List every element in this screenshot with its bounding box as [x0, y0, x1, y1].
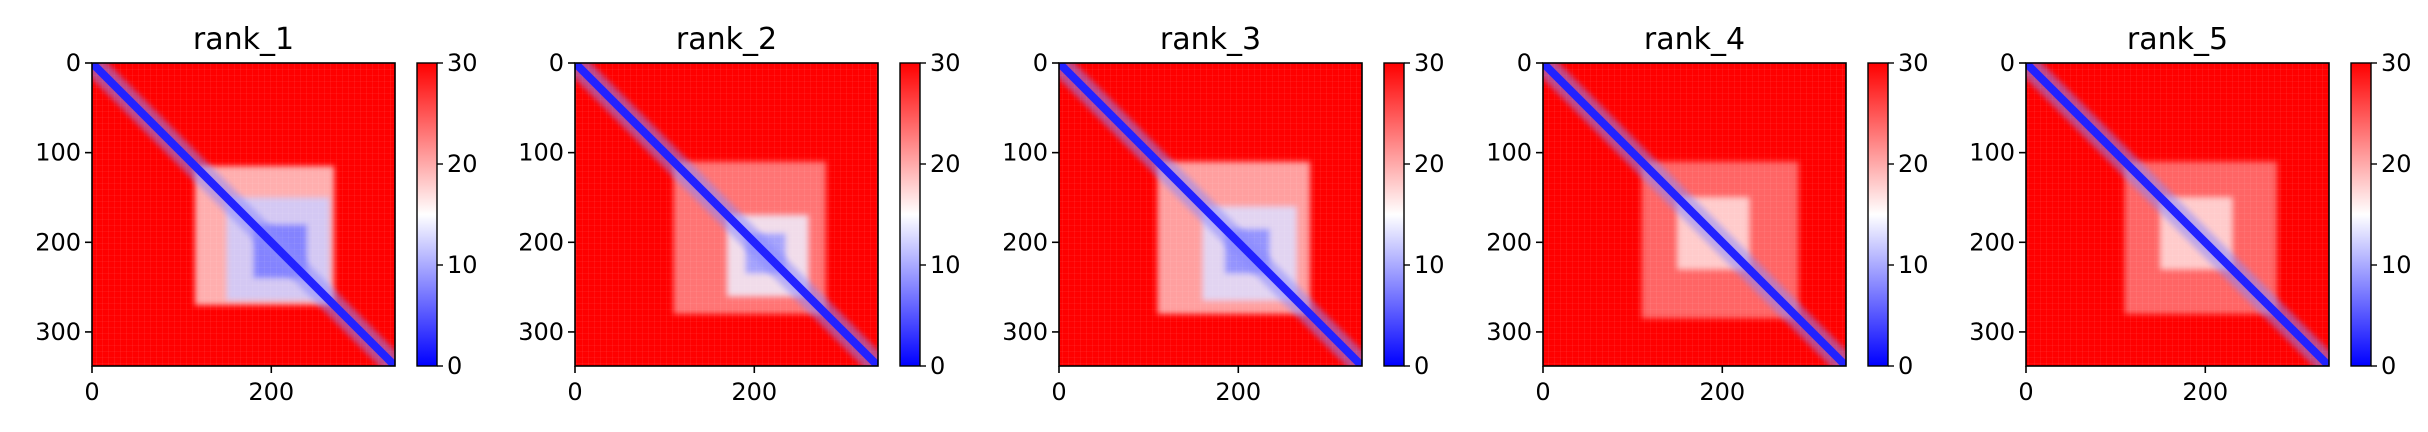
- x-tick-label: 200: [2182, 378, 2228, 406]
- heatmap-cells: [2026, 63, 2329, 366]
- colorbar-tick-label: 20: [930, 150, 961, 178]
- y-tick-label: 200: [1486, 228, 1532, 256]
- panel-title: rank_4: [1644, 22, 1745, 57]
- colorbar: 0 10 20 30: [1867, 49, 1929, 380]
- colorbar-gradient: [1383, 62, 1405, 367]
- colorbar-tick-label: 30: [2381, 49, 2412, 77]
- colorbar-tick-label: 30: [1414, 49, 1445, 77]
- y-tick-label: 0: [1033, 49, 1048, 77]
- x-tick-label: 0: [84, 378, 99, 406]
- x-tick-label: 200: [731, 378, 777, 406]
- heatmap-diagonal: [1543, 63, 1846, 366]
- panel-title: rank_1: [193, 22, 294, 57]
- y-tick-label: 0: [1517, 49, 1532, 77]
- y-tick-label: 100: [1969, 139, 2015, 167]
- y-tick-label: 200: [1002, 228, 1048, 256]
- colorbar-tick-label: 30: [1898, 49, 1929, 77]
- colorbar-gradient: [2350, 62, 2372, 367]
- heatmap-diagonal: [92, 63, 395, 366]
- colorbar-gradient: [899, 62, 921, 367]
- panel-title: rank_5: [2127, 22, 2228, 57]
- colorbar-tick-label: 20: [447, 150, 478, 178]
- colorbar: 0 10 20 30: [2350, 49, 2412, 380]
- x-tick-label: 200: [248, 378, 294, 406]
- colorbar-tick-label: 20: [1898, 150, 1929, 178]
- heatmap-panel-1: rank_1 0 100 200 300 0 200 0 10 20 30: [35, 22, 477, 406]
- axes-frame: [574, 62, 879, 367]
- y-tick-label: 300: [518, 318, 564, 346]
- x-tick-label: 0: [2018, 378, 2033, 406]
- y-tick-label: 100: [1486, 139, 1532, 167]
- y-tick-label: 200: [518, 228, 564, 256]
- heatmap-cells: [1543, 63, 1846, 366]
- colorbar-tick-label: 10: [1898, 251, 1929, 279]
- heatmap-cells: [1059, 63, 1362, 366]
- y-tick-label: 0: [549, 49, 564, 77]
- y-tick-label: 100: [1002, 139, 1048, 167]
- y-tick-label: 300: [35, 318, 81, 346]
- y-tick-label: 200: [1969, 228, 2015, 256]
- x-tick-label: 200: [1699, 378, 1745, 406]
- x-tick-label: 0: [567, 378, 582, 406]
- colorbar-tick-label: 0: [1898, 352, 1913, 380]
- colorbar-tick-label: 20: [2381, 150, 2412, 178]
- colorbar-tick-label: 30: [447, 49, 478, 77]
- heatmap-panel-5: rank_5 0 100 200 300 0 200 0 10 20 30: [1969, 22, 2411, 406]
- colorbar: 0 10 20 30: [899, 49, 961, 380]
- y-tick-label: 100: [518, 139, 564, 167]
- colorbar-tick-label: 0: [930, 352, 945, 380]
- heatmap-diagonal: [1059, 63, 1362, 366]
- axes-frame: [1058, 62, 1363, 367]
- y-tick-label: 200: [35, 228, 81, 256]
- y-tick-label: 300: [1002, 318, 1048, 346]
- heatmap-diagonal: [2026, 63, 2329, 366]
- colorbar-tick-label: 0: [1414, 352, 1429, 380]
- axes-frame: [2025, 62, 2330, 367]
- colorbar-tick-label: 10: [447, 251, 478, 279]
- heatmap-panel-2: rank_2 0 100 200 300 0 200 0 10 20 30: [518, 22, 960, 406]
- colorbar-tick-label: 0: [447, 352, 462, 380]
- panel-title: rank_2: [676, 22, 777, 57]
- y-tick-label: 300: [1969, 318, 2015, 346]
- panel-title: rank_3: [1160, 22, 1261, 57]
- y-tick-label: 100: [35, 139, 81, 167]
- axes-frame: [1542, 62, 1847, 367]
- x-tick-label: 0: [1051, 378, 1066, 406]
- colorbar: 0 10 20 30: [1383, 49, 1445, 380]
- y-tick-label: 0: [66, 49, 81, 77]
- heatmap-panel-4: rank_4 0 100 200 300 0 200 0 10 20 30: [1486, 22, 1928, 406]
- heatmap-panel-3: rank_3 0 100 200 300 0 200 0 10 20 30: [1002, 22, 1444, 406]
- heatmap-cells: [575, 63, 878, 366]
- axes-frame: [91, 62, 396, 367]
- heatmap-cells: [92, 63, 395, 366]
- x-tick-label: 0: [1535, 378, 1550, 406]
- y-tick-label: 300: [1486, 318, 1532, 346]
- colorbar: 0 10 20 30: [416, 49, 478, 380]
- colorbar-tick-label: 20: [1414, 150, 1445, 178]
- heatmap-diagonal: [575, 63, 878, 366]
- colorbar-tick-label: 10: [1414, 251, 1445, 279]
- y-tick-label: 0: [2000, 49, 2015, 77]
- colorbar-tick-label: 0: [2381, 352, 2396, 380]
- colorbar-gradient: [416, 62, 438, 367]
- colorbar-tick-label: 10: [2381, 251, 2412, 279]
- colorbar-tick-label: 10: [930, 251, 961, 279]
- x-tick-label: 200: [1215, 378, 1261, 406]
- colorbar-gradient: [1867, 62, 1889, 367]
- colorbar-tick-label: 30: [930, 49, 961, 77]
